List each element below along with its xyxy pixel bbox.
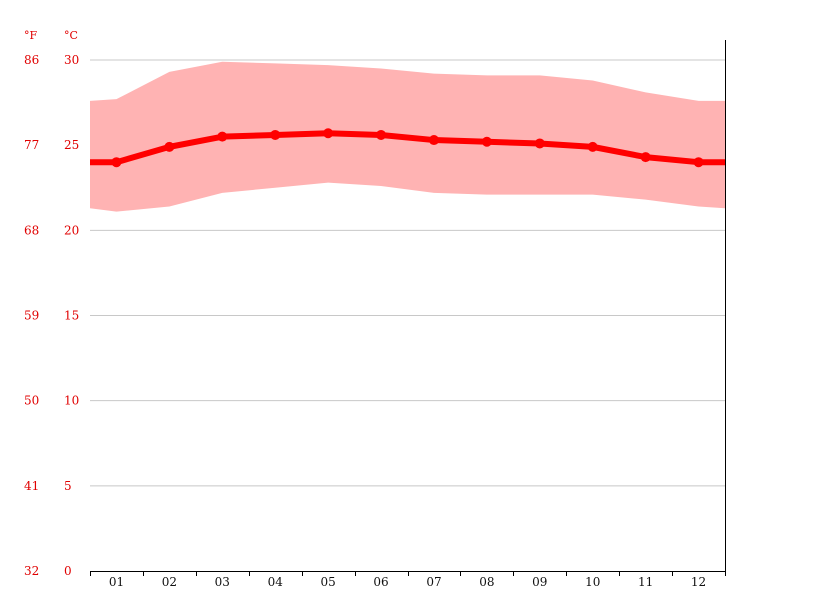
x-tick-label: 08 <box>479 575 494 589</box>
mean-point <box>270 129 281 140</box>
y-tick-fahrenheit: 77 <box>24 138 39 152</box>
y-tick-fahrenheit: 41 <box>24 479 39 493</box>
axes <box>90 40 726 576</box>
mean-point <box>693 157 704 168</box>
y-tick-celsius: 5 <box>64 479 72 493</box>
y-tick-fahrenheit: 59 <box>24 309 39 323</box>
mean-point <box>164 141 175 152</box>
x-tick-label: 02 <box>162 575 177 589</box>
x-tick-label: 07 <box>426 575 441 589</box>
mean-point <box>323 128 334 139</box>
y-tick-celsius: 0 <box>64 564 72 578</box>
y-tick-celsius: 20 <box>64 223 79 237</box>
mean-point <box>111 157 122 168</box>
y-tick-fahrenheit: 50 <box>24 394 39 408</box>
y-tick-fahrenheit: 86 <box>24 53 39 67</box>
mean-point <box>376 129 387 140</box>
y-tick-celsius: 10 <box>64 394 79 408</box>
y-tick-celsius: 15 <box>64 309 79 323</box>
y-tick-fahrenheit: 32 <box>24 564 39 578</box>
fahrenheit-unit-label: °F <box>24 29 38 42</box>
mean-point <box>217 131 228 142</box>
mean-point <box>481 136 492 147</box>
celsius-unit-label: °C <box>64 29 78 42</box>
x-tick-label: 03 <box>215 575 230 589</box>
y-tick-celsius: 30 <box>64 53 79 67</box>
x-tick-label: 12 <box>691 575 706 589</box>
x-tick-label: 01 <box>109 575 124 589</box>
mean-temperature-series <box>90 128 725 168</box>
y-tick-fahrenheit: 68 <box>24 223 39 237</box>
x-tick-label: 09 <box>532 575 547 589</box>
x-tick-label: 10 <box>585 575 600 589</box>
x-tick-label: 11 <box>638 575 653 589</box>
mean-point <box>587 141 598 152</box>
axis-labels: °F °C 0 32 5 41 10 50 15 59 20 68 25 77 30 86 01 02 03 04… <box>24 29 706 589</box>
mean-line <box>90 130 725 166</box>
x-tick-label: 04 <box>268 575 284 589</box>
x-tick-label: 06 <box>373 575 388 589</box>
y-tick-celsius: 25 <box>64 138 79 152</box>
mean-point <box>428 135 439 146</box>
mean-point <box>534 138 545 149</box>
mean-point <box>640 152 651 163</box>
x-tick-label: 05 <box>320 575 335 589</box>
